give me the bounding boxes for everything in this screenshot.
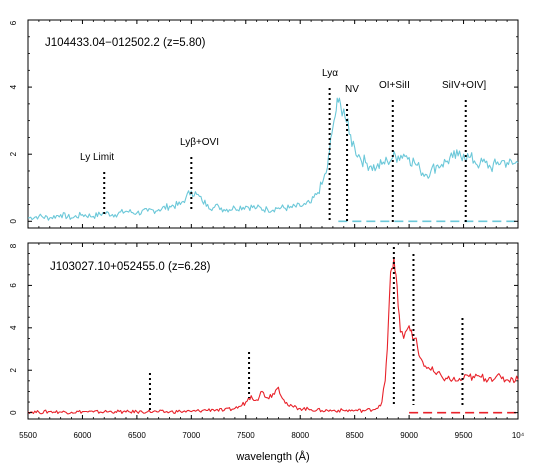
bottom-panel-marks: 5500 6000 6500 7000 7500 8000 8500 9000 9500 10⁴ 0… — [9, 242, 525, 440]
title-backdrop — [46, 257, 262, 277]
y-tick-label: 0 — [9, 219, 18, 224]
y-tick-label: 6 — [9, 283, 18, 288]
y-tick-label: 4 — [9, 84, 18, 89]
title-backdrop — [43, 32, 253, 52]
y-tick-label: 2 — [9, 367, 18, 372]
x-tick-label: 6500 — [128, 431, 146, 440]
y-tick-label: 0 — [9, 410, 18, 415]
x-tick-label: 6000 — [74, 431, 92, 440]
x-tick-label: 7500 — [237, 431, 255, 440]
top-panel-marks: 0 2 4 6 Ly Limit Lyβ+OVI Lyα NV OI+SiII SiIV+OIV] — [9, 19, 519, 228]
line-label: OI+SiII — [379, 80, 410, 91]
x-axis-title: wavelength (Å) — [235, 450, 309, 463]
line-label: Lyα — [322, 68, 338, 79]
y-tick-label: 8 — [9, 243, 18, 248]
line-label: Ly Limit — [80, 152, 114, 163]
line-label: NV — [345, 84, 359, 95]
x-tick-label: 8000 — [291, 431, 309, 440]
x-tick-label: 8500 — [346, 431, 364, 440]
spectrum-line — [27, 257, 519, 415]
bottom-panel-title: J103027.10+052455.0 (z=6.28) — [50, 261, 211, 273]
bottom-panel-frame — [27, 242, 519, 420]
x-tick-label: 9500 — [455, 431, 473, 440]
top-panel-frame — [27, 19, 519, 229]
x-tick-label: 9000 — [400, 431, 418, 440]
y-tick-label: 2 — [9, 151, 18, 156]
y-tick-label: 4 — [9, 325, 18, 330]
line-label: SiIV+OIV] — [442, 80, 486, 91]
top-panel-title: J104433.04−012502.2 (z=5.80) — [45, 37, 206, 49]
x-tick-label: 7000 — [182, 431, 200, 440]
spectrum-line — [27, 97, 519, 221]
y-tick-label: 6 — [9, 20, 18, 25]
x-tick-label: 5500 — [19, 431, 37, 440]
x-tick-label: 10⁴ — [512, 431, 525, 440]
line-label: Lyβ+OVI — [180, 137, 219, 148]
